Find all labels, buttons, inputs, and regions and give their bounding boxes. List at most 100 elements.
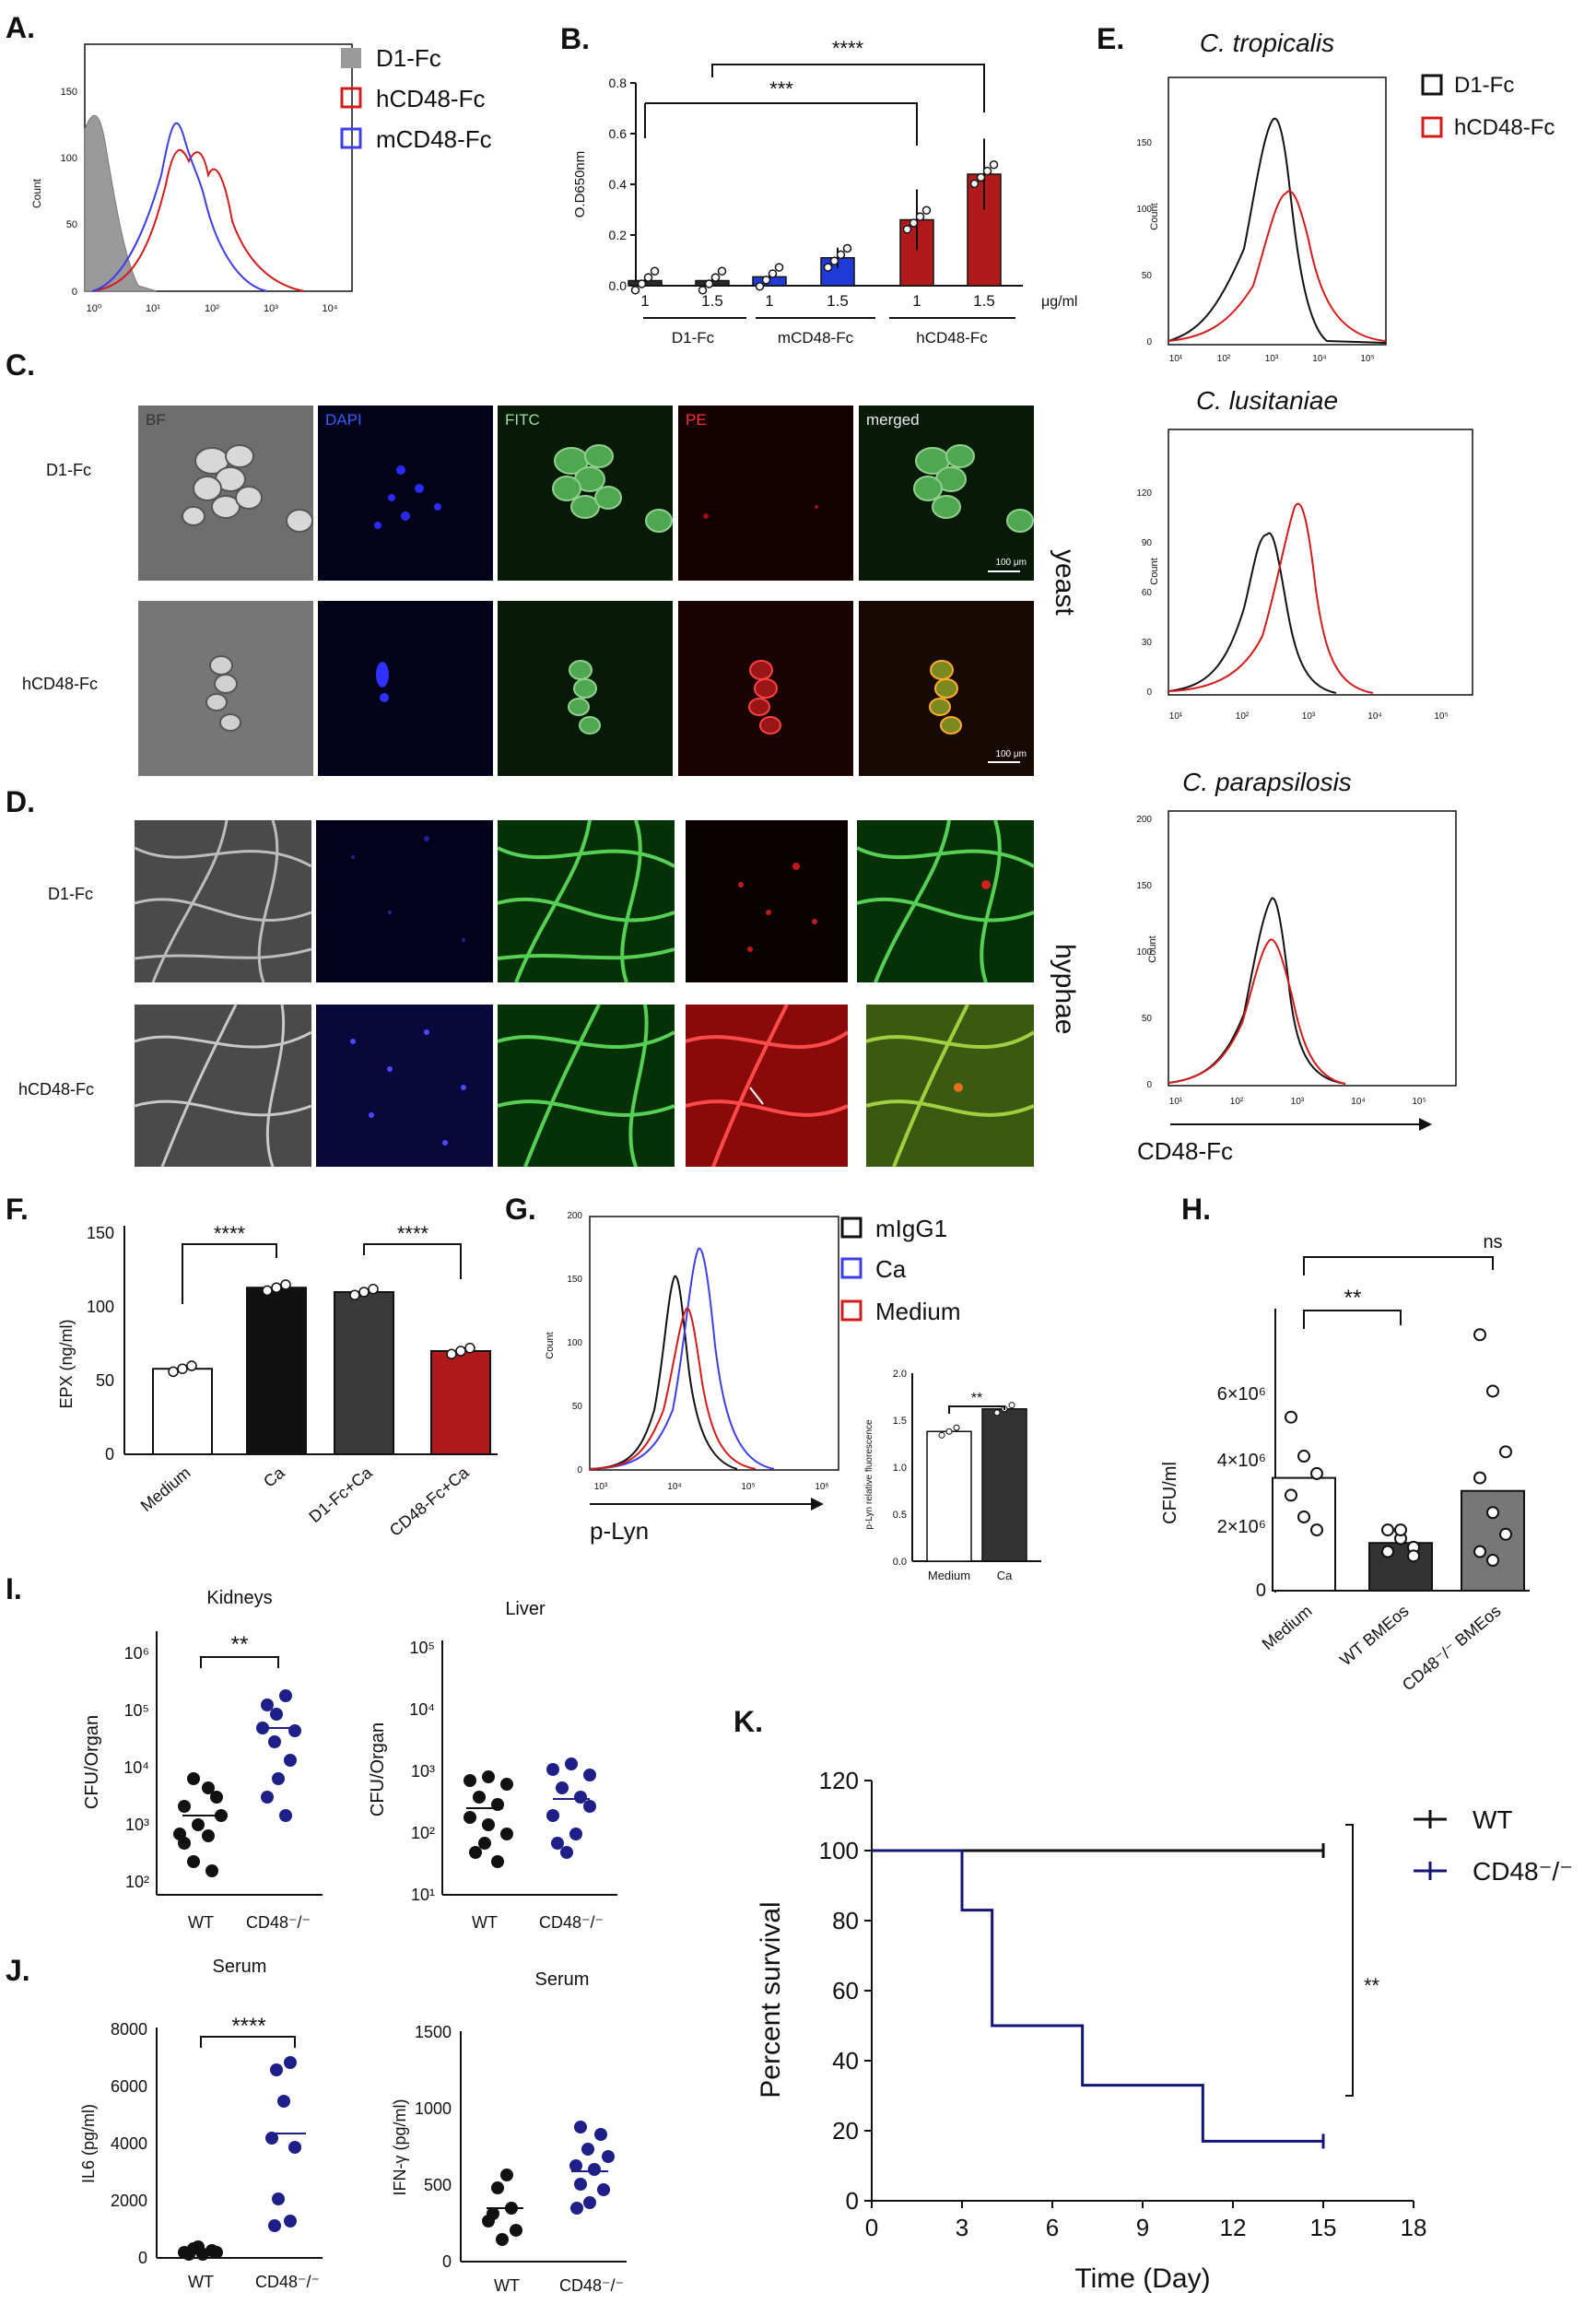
j-ifn-wt-point	[496, 2233, 509, 2246]
b-xtick: 1	[765, 292, 773, 310]
b-point	[637, 279, 647, 288]
f-bar	[334, 1291, 394, 1455]
k-xtick: 6	[1046, 2214, 1059, 2241]
svg-text:0: 0	[1146, 1080, 1152, 1090]
svg-text:p-Lyn relative fluorescence: p-Lyn relative fluorescence	[864, 1419, 874, 1530]
g-inset-point	[1008, 1402, 1015, 1409]
svg-text:150: 150	[1136, 138, 1152, 148]
svg-text:10²: 10²	[125, 1873, 149, 1891]
f-xtick: Ca	[260, 1463, 288, 1491]
g-inset-bar	[926, 1430, 972, 1562]
b-sig-short: ***	[769, 77, 793, 100]
k-xtick: 12	[1220, 2214, 1247, 2241]
g-medium-curve	[589, 1307, 757, 1470]
c-side-label: yeast	[1050, 549, 1080, 616]
c-img-fitc-d1: FITC	[498, 406, 673, 581]
i-kidney-wt-point	[210, 1791, 223, 1804]
svg-text:2×10⁶: 2×10⁶	[1217, 1517, 1266, 1537]
b-ytick: 0.2	[609, 228, 628, 242]
b-point	[761, 276, 771, 285]
svg-text:Serum: Serum	[213, 1957, 267, 1977]
b-point	[704, 279, 714, 288]
svg-text:8000: 8000	[111, 2020, 147, 2039]
i-liver-ko-point	[569, 1828, 582, 1840]
svg-text:IL6 (pg/ml): IL6 (pg/ml)	[79, 2104, 98, 2183]
panel-k-survival: 0 20 40 60 80 100 120 0 3 6 9 12 15 18 ** Percent sur…	[756, 1767, 1573, 2294]
b-group: D1-Fc	[672, 329, 715, 347]
h-bar	[1461, 1489, 1525, 1593]
svg-text:10⁴: 10⁴	[409, 1700, 435, 1719]
a-ytick: 0	[72, 287, 77, 298]
b-point	[774, 263, 784, 272]
svg-text:10³: 10³	[1302, 711, 1316, 722]
h-point	[1297, 1510, 1310, 1523]
svg-text:0: 0	[442, 2252, 452, 2271]
b-xtick: 1	[912, 292, 921, 310]
svg-text:mCD48-Fc: mCD48-Fc	[376, 125, 492, 153]
i-kidney-ko-point	[284, 1754, 297, 1767]
svg-text:10³: 10³	[411, 1762, 435, 1781]
c-img-pe-hcd48	[678, 601, 853, 776]
svg-text:Serum: Serum	[535, 1969, 590, 1990]
svg-text:50: 50	[1142, 1014, 1153, 1024]
svg-text:**: **	[1364, 1974, 1380, 1997]
svg-text:4×10⁶: 4×10⁶	[1217, 1451, 1266, 1471]
svg-text:10⁵: 10⁵	[741, 1482, 755, 1492]
b-ytick: 0.6	[609, 126, 628, 141]
panel-j-dot-plots: Serum Serum **** IL6 (pg/ml) IFN-γ (pg/m…	[79, 1957, 627, 2295]
i-kidney-ko-point	[288, 1724, 301, 1737]
panel-label-b: B.	[560, 22, 590, 55]
svg-text:150: 150	[1136, 881, 1152, 891]
svg-text:200: 200	[1136, 815, 1152, 825]
j-il6-ko-point	[268, 2219, 281, 2232]
h-point	[1499, 1445, 1512, 1459]
b-sig-long: ****	[832, 37, 864, 60]
a-ylabel: Count	[30, 178, 43, 208]
svg-text:200: 200	[567, 1211, 582, 1221]
svg-text:**: **	[971, 1391, 982, 1406]
b-point	[915, 212, 925, 221]
svg-text:CD48⁻/⁻: CD48⁻/⁻	[255, 2273, 320, 2291]
i-liver-ko-point	[560, 1846, 573, 1859]
i-liver-wt-point	[500, 1778, 513, 1791]
svg-text:10³: 10³	[1265, 354, 1279, 364]
j-ifn-ko-point	[574, 2178, 587, 2191]
h-point	[1394, 1523, 1407, 1537]
k-xtick: 15	[1310, 2214, 1337, 2241]
panel-label-g: G.	[505, 1193, 536, 1226]
b-point	[710, 273, 721, 282]
svg-text:****: ****	[231, 2014, 265, 2039]
svg-text:10⁵: 10⁵	[1412, 1097, 1426, 1107]
panel-label-j: J.	[6, 1954, 30, 1987]
c-img-pe-d1: PE	[678, 406, 853, 581]
svg-text:10⁶: 10⁶	[815, 1482, 828, 1492]
i-kidney-ko-point	[261, 1791, 274, 1804]
d-img-merged-hcd48	[866, 1005, 1034, 1167]
i-liver-ko-point	[574, 1791, 587, 1804]
f-point	[368, 1284, 379, 1295]
j-ifn-wt-point	[500, 2169, 513, 2181]
f-xtick: D1-Fc+Ca	[305, 1463, 376, 1526]
b-point	[755, 281, 765, 291]
j-il6-wt-point	[192, 2240, 205, 2253]
b-point	[902, 225, 912, 234]
i-liver-ko-point	[565, 1757, 578, 1770]
b-point	[829, 256, 839, 265]
panel-label-i: I.	[6, 1572, 22, 1605]
svg-text:p-Lyn: p-Lyn	[590, 1517, 649, 1545]
i-liver-ko-point	[583, 1800, 596, 1813]
svg-text:0.0: 0.0	[893, 1557, 907, 1568]
f-xtick: Medium	[137, 1464, 194, 1515]
f-point	[358, 1287, 370, 1298]
e-species-title: C. lusitaniae	[1196, 386, 1338, 415]
h-point	[1499, 1527, 1512, 1541]
b-point	[768, 269, 778, 278]
d-img-pe-d1	[686, 820, 848, 982]
svg-text:10⁴: 10⁴	[123, 1758, 149, 1777]
k-ytick: 20	[832, 2117, 859, 2145]
svg-text:Medium: Medium	[875, 1298, 960, 1325]
b-unit: μg/ml	[1041, 294, 1077, 310]
panel-g-legend: mIgG1 Ca Medium	[840, 1215, 960, 1325]
f-bar	[430, 1350, 491, 1455]
